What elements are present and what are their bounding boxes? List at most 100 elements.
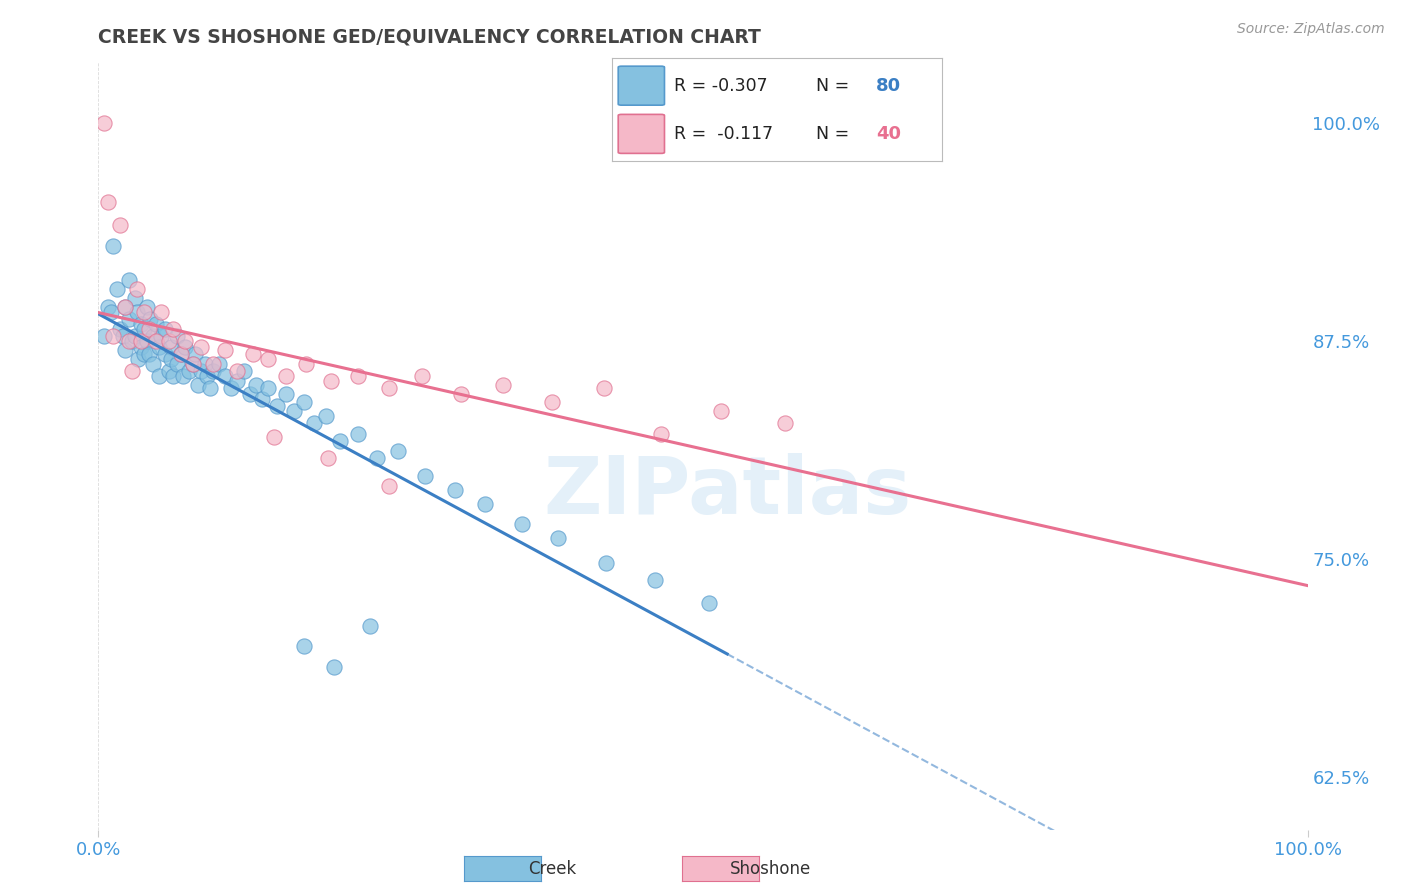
Point: [387, 444, 409, 458]
Point: [111, 329, 134, 343]
Text: N =: N =: [817, 77, 855, 95]
Point: [274, 369, 297, 384]
Point: [510, 517, 533, 532]
Point: [101, 238, 124, 252]
Point: [134, 322, 156, 336]
Point: [292, 640, 315, 654]
Point: [138, 346, 160, 360]
Point: [595, 556, 617, 570]
Point: [474, 496, 496, 510]
Point: [239, 386, 262, 401]
Point: [134, 346, 156, 360]
Point: [127, 282, 149, 296]
Point: [316, 451, 339, 466]
Point: [169, 346, 191, 360]
Point: [198, 381, 221, 395]
Point: [773, 417, 796, 431]
Point: [114, 300, 136, 314]
Text: CREEK VS SHOSHONE GED/EQUIVALENCY CORRELATION CHART: CREEK VS SHOSHONE GED/EQUIVALENCY CORREL…: [98, 28, 761, 47]
Point: [347, 426, 370, 441]
FancyBboxPatch shape: [619, 66, 665, 105]
Point: [226, 364, 249, 378]
Point: [250, 392, 273, 406]
Point: [377, 381, 399, 395]
Text: R = -0.307: R = -0.307: [675, 77, 768, 95]
Point: [187, 378, 209, 392]
Point: [181, 357, 204, 371]
Point: [283, 404, 305, 418]
Point: [492, 378, 515, 392]
FancyBboxPatch shape: [619, 114, 665, 153]
Point: [160, 351, 183, 366]
Point: [108, 218, 131, 232]
Point: [256, 351, 278, 366]
Point: [127, 304, 149, 318]
Point: [315, 409, 337, 424]
Text: Source: ZipAtlas.com: Source: ZipAtlas.com: [1237, 22, 1385, 37]
Point: [329, 434, 352, 448]
Point: [150, 329, 173, 343]
Text: R =  -0.117: R = -0.117: [675, 125, 773, 143]
Point: [202, 357, 225, 371]
Text: 80: 80: [876, 77, 901, 95]
Point: [145, 334, 167, 349]
Point: [274, 386, 297, 401]
Point: [208, 357, 231, 371]
Point: [121, 334, 143, 349]
Point: [377, 479, 399, 493]
Point: [124, 329, 146, 343]
Point: [93, 116, 115, 130]
Point: [195, 369, 218, 384]
Point: [194, 357, 217, 371]
Point: [172, 369, 194, 384]
Point: [129, 340, 152, 354]
Text: N =: N =: [817, 125, 855, 143]
Point: [121, 364, 143, 378]
Point: [232, 364, 254, 378]
Point: [135, 300, 157, 314]
Point: [184, 346, 207, 360]
Point: [153, 346, 176, 360]
Point: [135, 334, 157, 349]
Point: [411, 369, 433, 384]
Point: [148, 369, 170, 384]
Point: [157, 334, 180, 349]
Point: [145, 317, 167, 331]
Point: [295, 357, 318, 371]
Point: [174, 334, 197, 349]
Point: [169, 346, 191, 360]
Point: [650, 426, 672, 441]
Point: [129, 317, 152, 331]
Point: [148, 340, 170, 354]
Point: [214, 343, 236, 357]
Point: [139, 311, 162, 326]
Point: [214, 369, 236, 384]
Point: [134, 304, 156, 318]
Point: [697, 596, 720, 610]
Text: 40: 40: [876, 125, 901, 143]
Point: [190, 364, 212, 378]
Point: [323, 660, 346, 674]
Point: [142, 329, 165, 343]
Point: [127, 351, 149, 366]
Text: Shoshone: Shoshone: [730, 860, 811, 878]
Point: [190, 340, 212, 354]
Point: [366, 451, 388, 466]
Point: [118, 334, 141, 349]
Point: [644, 573, 666, 587]
Point: [547, 532, 569, 546]
Point: [226, 375, 249, 389]
Point: [97, 300, 120, 314]
Point: [242, 346, 264, 360]
Point: [540, 395, 562, 409]
Point: [160, 340, 183, 354]
Point: [302, 417, 325, 431]
Point: [114, 343, 136, 357]
Point: [202, 364, 225, 378]
Point: [179, 364, 201, 378]
Point: [444, 483, 467, 497]
Point: [150, 304, 173, 318]
Point: [413, 468, 436, 483]
Point: [256, 381, 278, 395]
Point: [292, 395, 315, 409]
